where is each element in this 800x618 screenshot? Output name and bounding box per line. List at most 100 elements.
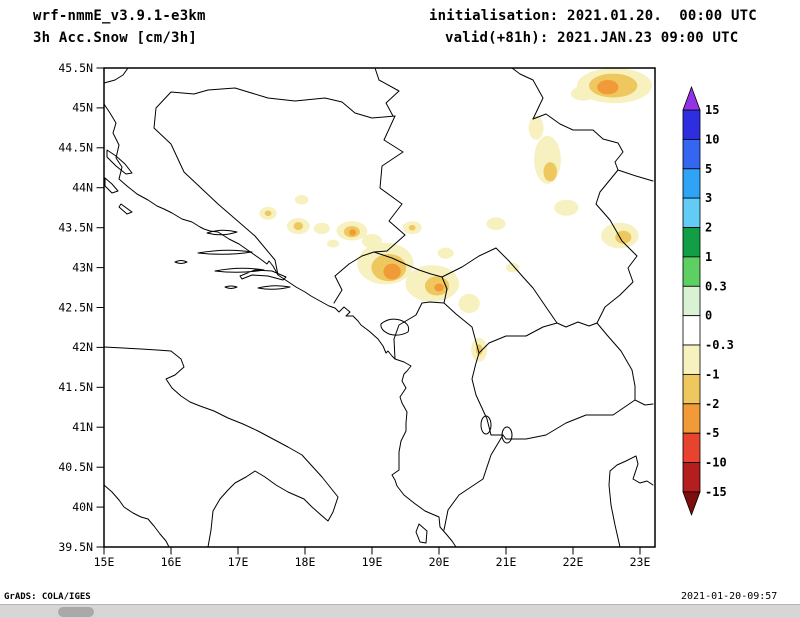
y-tick-label: 43N — [72, 260, 93, 274]
colorbar-label: 1 — [705, 250, 712, 264]
axis-ticks-layer: 45.5N 45N 44.5N 44N 43.5N 43N 42.5N 42N 41.5N 41N… — [58, 61, 650, 569]
field-title: 3h Acc.Snow [cm/3h] — [33, 30, 197, 46]
lake-skadar — [380, 318, 410, 336]
colorbar-segment — [682, 227, 701, 258]
snow-patch — [408, 224, 416, 231]
map-canvas: 45.5N 45N 44.5N 44N 43.5N 43N 42.5N 42N 41.5N 41N… — [58, 61, 734, 569]
border-montenegro-bosnia — [333, 251, 375, 304]
x-tick-label: 19E — [362, 555, 383, 569]
y-tick-label: 41.5N — [58, 380, 93, 394]
model-title: wrf-nmmE_v3.9.1-e3km — [33, 8, 206, 24]
colorbar-label: 3 — [705, 191, 712, 205]
border-macedonia-bulgaria — [596, 322, 636, 401]
border-serbia-romania-danube — [532, 113, 624, 171]
border-albania-macedonia — [471, 352, 504, 436]
snow-patch — [570, 86, 596, 101]
coastline-italy-adriatic — [103, 346, 339, 548]
colorbar: 15 10 5 3 2 1 0.3 0 -0.3 -1 -2 -5 -10 -15 — [682, 85, 734, 517]
snow-patch — [327, 239, 340, 248]
x-tick-label: 20E — [429, 555, 450, 569]
y-tick-label: 43.5N — [58, 221, 93, 235]
x-tick-label: 16E — [161, 555, 182, 569]
snow-patch — [506, 262, 520, 273]
x-tick-label: 17E — [228, 555, 249, 569]
colorbar-segment — [682, 138, 701, 170]
colorbar-label: 5 — [705, 162, 712, 176]
colorbar-segment — [682, 256, 701, 287]
border-greece-macedonia — [502, 399, 636, 440]
snow-shading-layer — [259, 68, 652, 362]
y-tick-label: 44N — [72, 181, 93, 195]
colorbar-segment — [682, 109, 701, 140]
snow-patch — [528, 115, 544, 140]
snow-patch — [349, 229, 356, 236]
border-serbia-macedonia — [556, 321, 598, 328]
coastline-aegean-greece — [608, 455, 654, 548]
x-tick-label: 22E — [563, 555, 584, 569]
x-tick-label: 23E — [630, 555, 651, 569]
colorbar-label: -10 — [705, 456, 727, 470]
y-tick-label: 41N — [72, 420, 93, 434]
border-albania-greece — [443, 434, 504, 531]
border-serbia-bulgaria — [595, 169, 638, 324]
island-corfu — [415, 523, 428, 544]
lake-ohrid — [480, 415, 492, 435]
colorbar-segment — [682, 373, 701, 405]
lake-prespa — [501, 426, 513, 444]
colorbar-label: -15 — [705, 485, 727, 499]
colorbar-label: -1 — [705, 367, 719, 381]
colorbar-segment — [682, 285, 701, 317]
colorbar-label: -5 — [705, 426, 719, 440]
border-montenegro-serbia — [373, 251, 443, 278]
x-tick-label: 15E — [94, 555, 115, 569]
border-greece-bulgaria — [634, 399, 654, 406]
scrollbar-thumb[interactable] — [58, 607, 94, 617]
snow-patch — [543, 162, 557, 182]
geography-layer — [103, 67, 654, 548]
snow-patch — [554, 199, 579, 216]
render-timestamp: 2021-01-20-09:57 — [681, 591, 778, 602]
border-croatia-slovenia — [103, 67, 129, 84]
x-tick-label: 18E — [295, 555, 316, 569]
snow-patch — [313, 222, 330, 235]
colorbar-arrow-down — [682, 491, 701, 517]
y-tick-label: 40.5N — [58, 460, 93, 474]
snow-patch — [486, 217, 506, 231]
coastline-adriatic-balkan — [103, 103, 457, 548]
colorbar-label: 0.3 — [705, 279, 727, 293]
colorbar-label: 2 — [705, 221, 712, 235]
y-tick-label: 44.5N — [58, 141, 93, 155]
colorbar-segment — [682, 344, 701, 375]
border-croatia-bosnia — [153, 87, 396, 276]
border-montenegro-kosovo — [441, 276, 448, 304]
colorbar-segment — [682, 462, 701, 493]
colorbar-segment — [682, 315, 701, 346]
snow-patch — [458, 293, 480, 314]
snow-patch — [264, 210, 272, 217]
colorbar-label: 0 — [705, 309, 712, 323]
x-tick-label: 21E — [496, 555, 517, 569]
snow-patch — [383, 263, 401, 280]
colorbar-label: -0.3 — [705, 338, 734, 352]
colorbar-label: -2 — [705, 397, 719, 411]
snow-patch — [597, 80, 619, 95]
colorbar-label: 10 — [705, 132, 719, 146]
horizontal-scrollbar[interactable] — [0, 604, 800, 618]
border-montenegro-albania — [393, 301, 445, 360]
colorbar-segment — [682, 168, 701, 199]
y-tick-label: 45.5N — [58, 61, 93, 75]
border-bosnia-serbia-drina — [373, 115, 406, 253]
colorbar-label: 15 — [705, 103, 719, 117]
y-tick-label: 42.5N — [58, 300, 93, 314]
snow-patch — [293, 222, 303, 231]
border-serbia-romania-land — [511, 67, 544, 120]
snow-patch — [434, 283, 444, 292]
init-time-label: initialisation: 2021.01.20. 00:00 UTC — [429, 8, 757, 24]
coastline-italy-tyrrhenian — [103, 484, 170, 548]
y-tick-label: 42N — [72, 340, 93, 354]
y-tick-label: 39.5N — [58, 540, 93, 554]
snow-patch — [294, 194, 309, 205]
grads-credit: GrADS: COLA/IGES — [4, 592, 91, 602]
snow-patch — [437, 247, 454, 259]
